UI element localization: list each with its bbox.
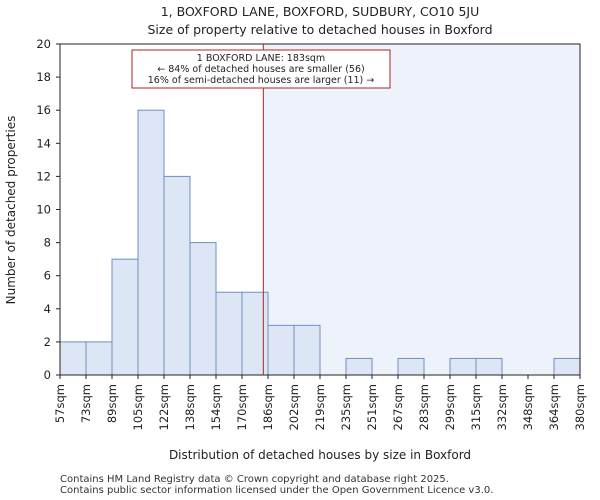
bar-364sqm bbox=[553, 357, 581, 376]
bar-315sqm bbox=[475, 357, 503, 376]
y-tick-label-10: 10 bbox=[36, 203, 51, 217]
x-tick-label-154sqm: 154sqm bbox=[209, 384, 223, 430]
x-tick-label-267sqm: 267sqm bbox=[391, 384, 405, 430]
bar-154sqm bbox=[215, 291, 243, 376]
bar-235sqm bbox=[345, 357, 373, 376]
y-tick-label-20: 20 bbox=[36, 37, 51, 51]
x-tick-label-332sqm: 332sqm bbox=[495, 384, 509, 430]
chart-title: 1, BOXFORD LANE, BOXFORD, SUDBURY, CO10 … bbox=[161, 4, 480, 19]
y-tick-label-14: 14 bbox=[36, 136, 51, 150]
y-tick-label-4: 4 bbox=[44, 302, 51, 316]
annotation-line-1: 1 BOXFORD LANE: 183sqm bbox=[197, 53, 325, 64]
bar-105sqm bbox=[137, 109, 165, 376]
bar-202sqm bbox=[293, 324, 321, 376]
x-tick-label-283sqm: 283sqm bbox=[417, 384, 431, 430]
bar-89sqm bbox=[111, 258, 139, 376]
annotation-line-3: 16% of semi-detached houses are larger (… bbox=[148, 75, 375, 86]
x-tick-label-202sqm: 202sqm bbox=[287, 384, 301, 430]
annotation-line-2: ← 84% of detached houses are smaller (56… bbox=[157, 64, 364, 75]
x-tick-label-299sqm: 299sqm bbox=[443, 384, 457, 430]
bar-138sqm bbox=[189, 242, 217, 376]
y-axis-label: Number of detached properties bbox=[4, 116, 18, 305]
y-tick-label-6: 6 bbox=[44, 269, 51, 283]
bar-73sqm bbox=[85, 341, 113, 376]
x-tick-label-219sqm: 219sqm bbox=[313, 384, 327, 430]
y-tick-label-0: 0 bbox=[44, 368, 51, 382]
bar-299sqm bbox=[449, 357, 477, 376]
x-axis-label: Distribution of detached houses by size … bbox=[169, 448, 471, 462]
annotation-box bbox=[131, 49, 391, 89]
x-tick-label-348sqm: 348sqm bbox=[521, 384, 535, 430]
bar-267sqm bbox=[397, 357, 425, 376]
x-tick-label-122sqm: 122sqm bbox=[157, 384, 171, 430]
x-tick-label-170sqm: 170sqm bbox=[235, 384, 249, 430]
x-tick-label-89sqm: 89sqm bbox=[105, 384, 119, 423]
highlight-region bbox=[263, 44, 580, 375]
y-tick-label-18: 18 bbox=[36, 70, 51, 84]
x-tick-label-235sqm: 235sqm bbox=[339, 384, 353, 430]
plot-area: 0 2 4 6 8 10 12 14 16 18 20 57sqm 73sqm 89sqm 105sqm 12… bbox=[36, 37, 587, 430]
bar-186sqm bbox=[267, 324, 295, 376]
footer-line-1: Contains HM Land Registry data © Crown c… bbox=[60, 474, 449, 485]
y-tick-label-12: 12 bbox=[36, 169, 51, 183]
x-tick-label-73sqm: 73sqm bbox=[79, 384, 93, 423]
x-tick-label-315sqm: 315sqm bbox=[469, 384, 483, 430]
x-tick-label-138sqm: 138sqm bbox=[183, 384, 197, 430]
x-tick-label-364sqm: 364sqm bbox=[547, 384, 561, 430]
x-tick-label-251sqm: 251sqm bbox=[365, 384, 379, 430]
x-tick-label-105sqm: 105sqm bbox=[131, 384, 145, 430]
y-tick-label-8: 8 bbox=[44, 236, 51, 250]
bar-57sqm bbox=[59, 341, 87, 376]
x-tick-label-380sqm: 380sqm bbox=[573, 384, 587, 430]
x-tick-label-57sqm: 57sqm bbox=[53, 384, 67, 423]
y-tick-label-2: 2 bbox=[44, 335, 51, 349]
bar-170sqm bbox=[241, 291, 269, 376]
y-tick-label-16: 16 bbox=[36, 103, 51, 117]
x-tick-label-186sqm: 186sqm bbox=[261, 384, 275, 430]
footer-line-2: Contains public sector information licen… bbox=[60, 485, 494, 496]
chart-subtitle: Size of property relative to detached ho… bbox=[147, 22, 492, 37]
bar-122sqm bbox=[163, 175, 191, 376]
